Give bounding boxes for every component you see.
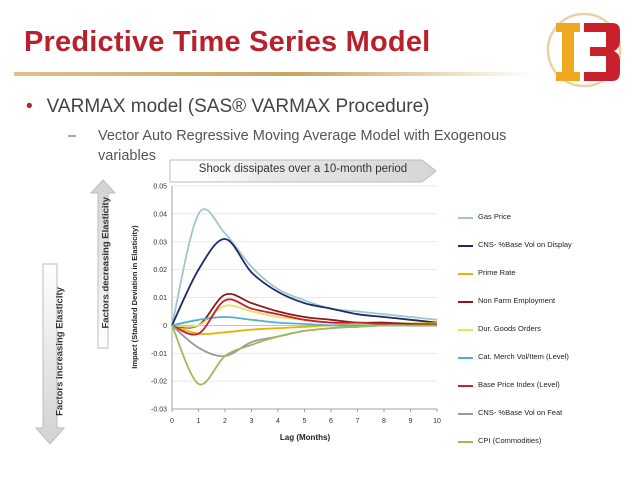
legend-swatch	[458, 357, 473, 359]
legend-swatch	[458, 385, 473, 387]
legend-swatch	[458, 301, 473, 303]
i3-logo-icon	[546, 12, 622, 88]
chart-axes	[171, 186, 438, 412]
y-tick-label: -0.02	[151, 379, 167, 386]
bullet-level-2: – Vector Auto Regressive Moving Average …	[68, 126, 568, 166]
y-tick-label: 0.01	[153, 295, 167, 302]
y-tick-label: 0.05	[153, 184, 167, 191]
legend-label: Dur. Goods Orders	[478, 324, 541, 333]
logo-bar-bottom	[556, 72, 580, 81]
logo-three	[584, 23, 620, 81]
legend-swatch	[458, 217, 473, 219]
legend-item: Base Price Index (Level)	[458, 380, 588, 408]
shock-banner-label: Shock dissipates over a 10-month period	[198, 163, 408, 175]
series-line-cpi-commodities	[171, 324, 437, 386]
legend-label: Prime Rate	[478, 268, 516, 277]
y-tick-label: 0.04	[153, 211, 167, 218]
x-tick-label: 6	[329, 418, 333, 425]
x-tick-label: 9	[409, 418, 413, 425]
legend-swatch	[458, 413, 473, 415]
legend-label: CNS- %Base Vol on Feat	[478, 408, 563, 417]
chart-tick-labels: 0.050.040.030.020.010-0.01-0.02-0.030 1 2 3…	[151, 184, 441, 426]
y-tick-label: -0.03	[151, 407, 167, 414]
decreasing-elasticity-arrow	[89, 179, 117, 349]
legend-item: CNS- %Base Vol on Display	[458, 240, 588, 268]
x-tick-label: 10	[433, 418, 441, 425]
x-tick-label: 0	[170, 418, 174, 425]
label-factors-decreasing: Factors decreasing Elasticity	[100, 197, 112, 329]
y-tick-label: 0	[163, 323, 167, 330]
bullet-level-1: • VARMAX model (SAS® VARMAX Procedure)	[26, 96, 430, 118]
legend-item: Gas Price	[458, 212, 588, 240]
legend-swatch	[458, 329, 473, 331]
series-line-gas-price	[171, 208, 438, 326]
bullet-dash: –	[68, 128, 77, 144]
legend-label: CPI (Commodities)	[478, 436, 542, 445]
legend-item: Prime Rate	[458, 268, 588, 296]
chart-legend: Gas Price CNS- %Base Vol on Display Prime …	[458, 212, 588, 464]
chart-series	[171, 208, 438, 386]
legend-label: CNS- %Base Vol on Display	[478, 240, 572, 249]
legend-item: Non Farm Employment	[458, 296, 588, 324]
series-line-non-farm-employment	[171, 292, 438, 329]
legend-label: Gas Price	[478, 212, 511, 221]
legend-item: Cat. Merch Vol/Item (Level)	[458, 352, 588, 380]
series-line-cns-base-vol-on-feat	[171, 324, 437, 358]
x-tick-label: 3	[250, 418, 254, 425]
shock-banner-arrow	[169, 159, 437, 183]
legend-label: Non Farm Employment	[478, 296, 556, 305]
legend-swatch	[458, 245, 473, 247]
series-line-cns-base-vol-on-display	[171, 238, 438, 326]
bullet-level-2-text: Vector Auto Regressive Moving Average Mo…	[98, 128, 507, 164]
x-axis-label: Lag (Months)	[280, 433, 331, 442]
legend-item: CNS- %Base Vol on Feat	[458, 408, 588, 436]
y-axis-label: Impact (Standard Deviation in Elasticity…	[130, 225, 139, 369]
x-tick-label: 7	[356, 418, 360, 425]
legend-item: Dur. Goods Orders	[458, 324, 588, 352]
bullet-level-1-text: VARMAX model (SAS® VARMAX Procedure)	[46, 96, 430, 117]
legend-label: Cat. Merch Vol/Item (Level)	[478, 352, 569, 361]
x-tick-label: 1	[197, 418, 201, 425]
bullet-dot: •	[26, 96, 33, 117]
x-tick-label: 8	[382, 418, 386, 425]
y-tick-label: 0.02	[153, 267, 167, 274]
increasing-elasticity-arrow	[34, 263, 66, 445]
x-tick-label: 4	[276, 418, 280, 425]
label-factors-increasing: Factors increasing Elasticity	[54, 287, 66, 416]
x-tick-label: 2	[223, 418, 227, 425]
logo-stem	[562, 32, 574, 72]
legend-swatch	[458, 273, 473, 275]
title-underline	[14, 72, 534, 76]
legend-swatch	[458, 441, 473, 443]
legend-item: CPI (Commodities)	[458, 436, 588, 464]
logo-ring	[546, 12, 622, 88]
slide-title: Predictive Time Series Model	[24, 26, 431, 58]
x-tick-label: 5	[303, 418, 307, 425]
y-tick-label: -0.01	[151, 351, 167, 358]
legend-label: Base Price Index (Level)	[478, 380, 560, 389]
logo-bar-top	[556, 23, 580, 32]
y-tick-label: 0.03	[153, 239, 167, 246]
